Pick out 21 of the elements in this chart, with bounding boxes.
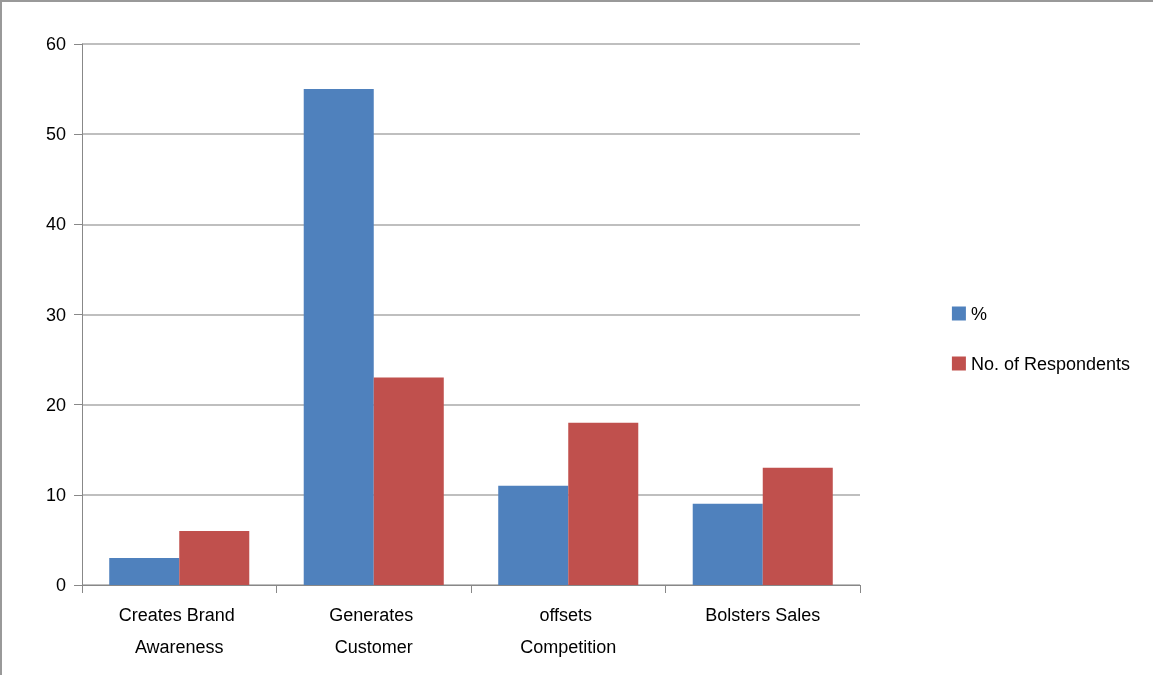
x-tick-label: offsets Competition <box>520 605 617 657</box>
x-tick-label: Generates Customer <box>329 605 419 657</box>
bar <box>762 467 833 585</box>
bar <box>568 422 639 585</box>
bar <box>692 503 763 585</box>
x-tick-label: Creates Brand Awareness <box>118 605 240 657</box>
bar <box>179 530 250 585</box>
y-tick-label: 60 <box>45 34 66 54</box>
legend-label: No. of Respondents <box>970 353 1131 374</box>
bar <box>373 377 444 585</box>
y-tick-label: 40 <box>45 214 66 235</box>
y-tick-label: 50 <box>45 124 66 145</box>
y-tick-label: 20 <box>45 394 66 415</box>
bar <box>109 557 180 585</box>
legend-label: % <box>970 303 987 324</box>
y-tick-label: 10 <box>45 484 66 505</box>
y-tick-label: 30 <box>45 304 66 325</box>
y-tick-label: 0 <box>55 575 66 595</box>
bar <box>303 89 374 585</box>
bar <box>498 485 569 585</box>
x-tick-label: Bolsters Sales <box>705 605 821 625</box>
